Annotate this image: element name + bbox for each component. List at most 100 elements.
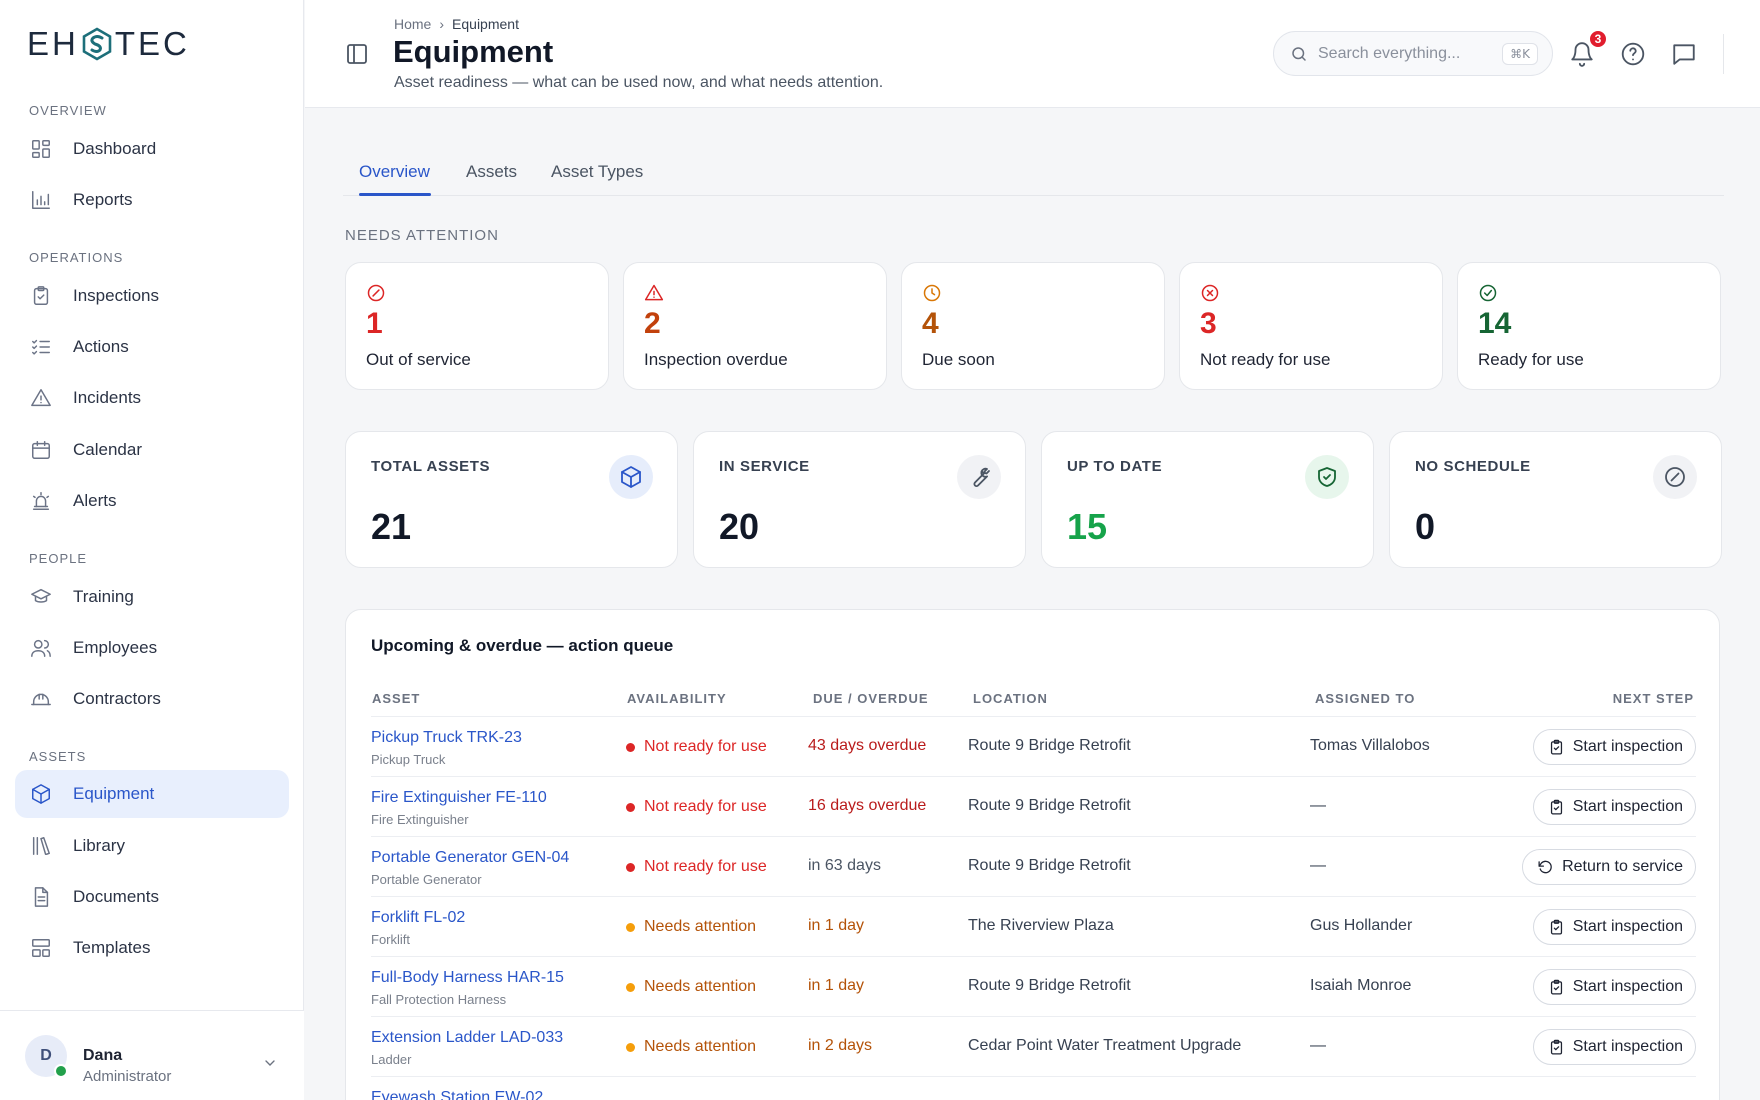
sidebar-item-contractors[interactable]: Contractors [15, 675, 289, 723]
sidebar-item-actions[interactable]: Actions [15, 323, 289, 371]
asset-link[interactable]: Eyewash Station EW-02 [371, 1089, 544, 1100]
sidebar-item-label: Templates [73, 938, 151, 957]
stat-label: TOTAL ASSETS [371, 458, 491, 475]
sidebar-item-label: Reports [73, 190, 133, 209]
assignee-text: Tomas Villalobos [1310, 737, 1430, 754]
attention-label: Due soon [922, 350, 995, 369]
attention-count: 2 [644, 307, 661, 340]
sidebar-item-documents[interactable]: Documents [15, 873, 289, 921]
sidebar-item-inspections[interactable]: Inspections [15, 272, 289, 320]
sidebar-item-reports[interactable]: Reports [15, 176, 289, 224]
asset-link[interactable]: Portable Generator GEN-04 [371, 849, 570, 866]
tab-asset-types[interactable]: Asset Types [551, 162, 644, 181]
location-text: Route 9 Bridge Retrofit [968, 857, 1131, 874]
avatar: D [25, 1035, 68, 1078]
table-row: Forklift FL-02 Forklift Needs attention … [371, 896, 1696, 956]
calendar-icon [30, 439, 52, 461]
start-inspection-button[interactable]: Start inspection [1532, 969, 1696, 1005]
brand-logo[interactable]: EH TEC [27, 25, 190, 62]
warning-triangle-icon [30, 387, 52, 409]
attention-label: Out of service [366, 350, 471, 369]
sidebar-item-label: Actions [73, 337, 129, 356]
attention-card-inspection-overdue[interactable]: 2 Inspection overdue [623, 262, 887, 390]
user-role: Administrator [83, 1068, 172, 1085]
due-text: in 63 days [808, 857, 881, 874]
attention-card-ready[interactable]: 14 Ready for use [1457, 262, 1721, 390]
sidebar-item-templates[interactable]: Templates [15, 924, 289, 972]
attention-label: Not ready for use [1200, 350, 1331, 369]
breadcrumb-home[interactable]: Home [394, 16, 432, 32]
column-header-due: DUE / OVERDUE [813, 691, 929, 706]
sidebar-item-alerts[interactable]: Alerts [15, 477, 289, 525]
clipboard-check-icon [1550, 919, 1562, 935]
global-search[interactable]: ⌘K [1273, 31, 1553, 76]
tab-assets[interactable]: Assets [466, 162, 518, 181]
due-text: in 1 day [808, 917, 865, 934]
tab-overview[interactable]: Overview [359, 162, 430, 181]
stat-card-in-service: IN SERVICE 20 [693, 431, 1026, 568]
status-dot [626, 742, 635, 752]
stat-card-no-schedule: NO SCHEDULE 0 [1389, 431, 1722, 568]
sidebar-item-library[interactable]: Library [15, 822, 289, 870]
sidebar-toggle-icon[interactable] [345, 42, 369, 66]
asset-type: Portable Generator [371, 872, 482, 887]
sidebar-item-incidents[interactable]: Incidents [15, 374, 289, 422]
search-input[interactable] [1318, 44, 1493, 63]
attention-card-not-ready[interactable]: 3 Not ready for use [1179, 262, 1443, 390]
slash-circle-icon [1653, 455, 1697, 499]
asset-link[interactable]: Forklift FL-02 [371, 909, 466, 926]
attention-card-out-of-service[interactable]: 1 Out of service [345, 262, 609, 390]
user-profile[interactable]: D Dana Administrator [0, 1010, 304, 1100]
sidebar: EH TEC OVERVIEW Dashboard Reports OPERAT… [0, 0, 304, 1100]
clipboard-check-icon [1550, 739, 1562, 755]
assignee-text: Isaiah Monroe [1310, 977, 1412, 994]
sidebar-item-dashboard[interactable]: Dashboard [15, 125, 289, 173]
sidebar-item-training[interactable]: Training [15, 573, 289, 621]
library-icon [30, 835, 52, 857]
start-inspection-button[interactable]: Start inspection [1532, 909, 1696, 945]
notifications-button[interactable] [1569, 41, 1595, 67]
asset-link[interactable]: Fire Extinguisher FE-110 [371, 789, 547, 806]
breadcrumb: Home › Equipment [394, 16, 519, 32]
sidebar-item-label: Incidents [73, 388, 142, 407]
stat-value: 0 [1415, 506, 1436, 547]
due-text: 16 days overdue [808, 797, 927, 814]
button-label: Start inspection [1572, 738, 1683, 755]
active-tab-indicator [359, 193, 431, 196]
table-row: Pickup Truck TRK-23 Pickup Truck Not rea… [371, 716, 1696, 776]
help-button[interactable] [1620, 41, 1646, 67]
start-inspection-button[interactable]: Start inspection [1532, 729, 1696, 765]
start-inspection-button[interactable]: Start inspection [1532, 1029, 1696, 1065]
stat-value: 21 [371, 506, 412, 547]
breadcrumb-current: Equipment [452, 16, 519, 32]
sidebar-item-calendar[interactable]: Calendar [15, 426, 289, 474]
sidebar-item-label: Contractors [73, 689, 161, 708]
queue-title: Upcoming & overdue — action queue [371, 636, 674, 655]
attention-card-due-soon[interactable]: 4 Due soon [901, 262, 1165, 390]
bell-icon [1571, 42, 1593, 67]
asset-link[interactable]: Full-Body Harness HAR-15 [371, 969, 564, 986]
location-text: Route 9 Bridge Retrofit [968, 797, 1131, 814]
page-tabs: Overview Assets Asset Types [343, 150, 1724, 196]
wrench-icon [957, 455, 1001, 499]
asset-link[interactable]: Extension Ladder LAD-033 [371, 1029, 564, 1046]
chevron-down-icon[interactable] [262, 1055, 278, 1071]
location-text: Route 9 Bridge Retrofit [968, 977, 1131, 994]
sidebar-item-label: Dashboard [73, 139, 157, 158]
availability-status: Needs attention [626, 918, 756, 936]
message-square-icon [1673, 44, 1695, 65]
return-to-service-button[interactable]: Return to service [1522, 849, 1696, 885]
needs-attention-heading: NEEDS ATTENTION [345, 227, 499, 244]
column-header-next-step: NEXT STEP [1612, 691, 1694, 706]
due-text: 43 days overdue [808, 737, 927, 754]
ban-icon [366, 283, 386, 303]
start-inspection-button[interactable]: Start inspection [1532, 789, 1696, 825]
messages-button[interactable] [1671, 41, 1697, 67]
table-row: Fire Extinguisher FE-110 Fire Extinguish… [371, 776, 1696, 836]
clipboard-check-icon [1550, 799, 1562, 815]
sidebar-item-equipment[interactable]: Equipment [15, 770, 289, 818]
asset-link[interactable]: Pickup Truck TRK-23 [371, 729, 522, 746]
availability-text: Needs attention [644, 918, 757, 935]
sidebar-item-employees[interactable]: Employees [15, 624, 289, 672]
user-name: Dana [83, 1047, 123, 1064]
